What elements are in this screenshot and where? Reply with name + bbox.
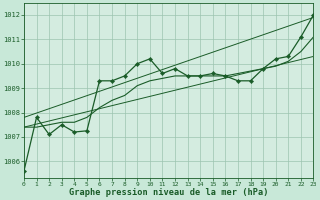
X-axis label: Graphe pression niveau de la mer (hPa): Graphe pression niveau de la mer (hPa) xyxy=(69,188,268,197)
